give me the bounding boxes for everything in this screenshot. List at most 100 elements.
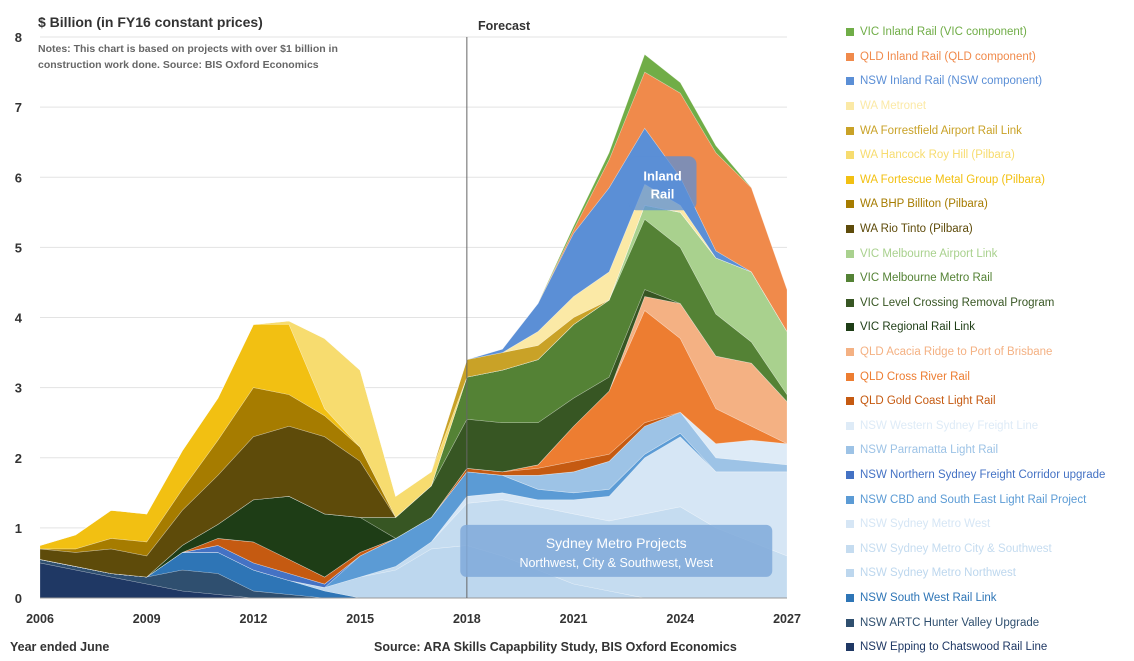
areas bbox=[39, 54, 788, 599]
legend-swatch bbox=[846, 102, 854, 111]
legend-item: NSW Sydney Metro West bbox=[846, 512, 1134, 537]
legend-item: WA Hancock Roy Hill (Pilbara) bbox=[846, 143, 1134, 168]
legend-label: VIC Regional Rail Link bbox=[860, 321, 976, 334]
legend-item: NSW Inland Rail (NSW component) bbox=[846, 69, 1134, 94]
legend-item: QLD Inland Rail (QLD component) bbox=[846, 45, 1134, 70]
y-tick-label: 5 bbox=[15, 240, 22, 255]
legend-label: WA Hancock Roy Hill (Pilbara) bbox=[860, 149, 1015, 162]
legend-swatch bbox=[846, 470, 854, 479]
legend-item: NSW Sydney Metro Northwest bbox=[846, 561, 1134, 586]
legend-item: VIC Inland Rail (VIC component) bbox=[846, 20, 1134, 45]
legend-item: WA BHP Billiton (Pilbara) bbox=[846, 192, 1134, 217]
legend-label: QLD Acacia Ridge to Port of Brisbane bbox=[860, 346, 1053, 359]
legend-item: WA Rio Tinto (Pilbara) bbox=[846, 217, 1134, 242]
legend-label: VIC Inland Rail (VIC component) bbox=[860, 26, 1027, 39]
legend-item: NSW Northern Sydney Freight Corridor upg… bbox=[846, 463, 1134, 488]
legend-swatch bbox=[846, 495, 854, 504]
legend-swatch bbox=[846, 151, 854, 160]
chart-notes-line2: construction work done. Source: BIS Oxfo… bbox=[38, 59, 319, 71]
legend-item: WA Forrestfield Airport Rail Link bbox=[846, 118, 1134, 143]
legend-swatch bbox=[846, 249, 854, 258]
legend-swatch bbox=[846, 298, 854, 307]
legend-item: VIC Melbourne Airport Link bbox=[846, 241, 1134, 266]
legend-label: NSW Sydney Metro West bbox=[860, 518, 991, 531]
legend-item: NSW CBD and South East Light Rail Projec… bbox=[846, 487, 1134, 512]
y-tick-label: 1 bbox=[15, 521, 22, 536]
area-series bbox=[39, 204, 788, 578]
legend-label: QLD Cross River Rail bbox=[860, 370, 970, 383]
legend-label: VIC Melbourne Metro Rail bbox=[860, 272, 993, 285]
legend-swatch bbox=[846, 446, 854, 455]
legend-label: QLD Inland Rail (QLD component) bbox=[860, 50, 1036, 63]
legend-item: QLD Gold Coast Light Rail bbox=[846, 389, 1134, 414]
y-tick-label: 4 bbox=[15, 311, 23, 326]
legend-item: NSW Western Sydney Freight Line bbox=[846, 414, 1134, 439]
legend-swatch bbox=[846, 618, 854, 627]
x-tick-label: 2012 bbox=[240, 612, 268, 626]
legend-label: VIC Level Crossing Removal Program bbox=[860, 296, 1055, 309]
area-series bbox=[39, 218, 788, 578]
area-series bbox=[39, 436, 788, 588]
legend-item: NSW Parramatta Light Rail bbox=[846, 438, 1134, 463]
legend-label: NSW Parramatta Light Rail bbox=[860, 444, 999, 457]
legend-swatch bbox=[846, 520, 854, 529]
legend-swatch bbox=[846, 126, 854, 135]
area-series bbox=[39, 204, 788, 550]
sydney-metro-box bbox=[460, 524, 773, 577]
x-axis-label: Year ended June bbox=[10, 640, 109, 654]
legend-label: WA Forrestfield Airport Rail Link bbox=[860, 124, 1022, 137]
legend-swatch bbox=[846, 372, 854, 381]
legend-item: QLD Acacia Ridge to Port of Brisbane bbox=[846, 340, 1134, 365]
x-tick-label: 2021 bbox=[560, 612, 588, 626]
area-series bbox=[39, 204, 788, 578]
annotations: Inland Rail Sydney Metro Projects Northwest… bbox=[460, 156, 773, 577]
legend-label: WA Fortescue Metal Group (Pilbara) bbox=[860, 173, 1045, 186]
source-note: Source: ARA Skills Capapbility Study, BI… bbox=[374, 640, 737, 654]
legend-swatch bbox=[846, 274, 854, 283]
x-tick-label: 2018 bbox=[453, 612, 481, 626]
legend-item: QLD Cross River Rail bbox=[846, 364, 1134, 389]
x-tick-label: 2015 bbox=[346, 612, 374, 626]
axes: 0 1 2 3 4 5 6 7 8 2006 2009 2012 2015 2018 2021 2024 202… bbox=[15, 30, 801, 626]
legend-item: VIC Melbourne Metro Rail bbox=[846, 266, 1134, 291]
legend-label: NSW Northern Sydney Freight Corridor upg… bbox=[860, 468, 1106, 481]
y-tick-label: 6 bbox=[15, 170, 22, 185]
legend-label: NSW South West Rail Link bbox=[860, 591, 997, 604]
legend-label: NSW Epping to Chatswood Rail Line bbox=[860, 641, 1048, 654]
legend-label: NSW CBD and South East Light Rail Projec… bbox=[860, 493, 1087, 506]
forecast-label: Forecast bbox=[478, 19, 531, 33]
y-tick-label: 0 bbox=[15, 591, 22, 606]
legend-swatch bbox=[846, 200, 854, 209]
x-tick-label: 2027 bbox=[773, 612, 801, 626]
y-tick-label: 8 bbox=[15, 30, 22, 45]
annotation-sydney-metro: Sydney Metro Projects bbox=[546, 535, 687, 551]
x-tick-label: 2009 bbox=[133, 612, 161, 626]
legend-swatch bbox=[846, 52, 854, 61]
area-series bbox=[39, 411, 788, 585]
annotation-inland-rail-line2: Rail bbox=[651, 186, 675, 201]
annotation-sydney-metro-line2: Northwest, City & Southwest, West bbox=[519, 556, 713, 570]
y-tick-label: 2 bbox=[15, 451, 22, 466]
legend-item: VIC Regional Rail Link bbox=[846, 315, 1134, 340]
legend-label: WA Rio Tinto (Pilbara) bbox=[860, 223, 973, 236]
legend-swatch bbox=[846, 544, 854, 553]
legend-swatch bbox=[846, 348, 854, 357]
legend-swatch bbox=[846, 421, 854, 430]
y-tick-label: 7 bbox=[15, 100, 22, 115]
legend: VIC Inland Rail (VIC component) QLD Inlan… bbox=[846, 20, 1134, 659]
legend-item: NSW South West Rail Link bbox=[846, 586, 1134, 611]
legend-swatch bbox=[846, 593, 854, 602]
legend-item: NSW Epping to Chatswood Rail Line bbox=[846, 635, 1134, 660]
y-tick-label: 3 bbox=[15, 381, 22, 396]
x-tick-label: 2006 bbox=[26, 612, 54, 626]
legend-label: NSW Western Sydney Freight Line bbox=[860, 419, 1039, 432]
legend-swatch bbox=[846, 643, 854, 652]
legend-swatch bbox=[846, 323, 854, 332]
legend-swatch bbox=[846, 397, 854, 406]
legend-swatch bbox=[846, 225, 854, 234]
legend-label: NSW Inland Rail (NSW component) bbox=[860, 75, 1043, 88]
legend-label: VIC Melbourne Airport Link bbox=[860, 247, 998, 260]
legend-item: NSW Sydney Metro City & Southwest bbox=[846, 536, 1134, 561]
